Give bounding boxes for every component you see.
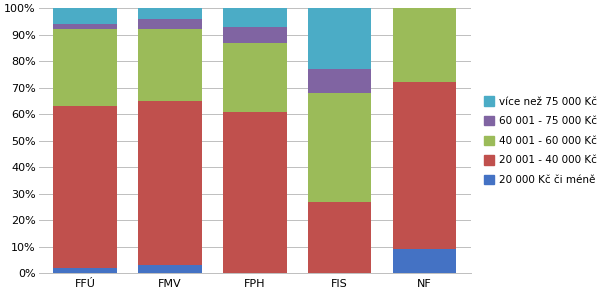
Bar [223,8,287,27]
Bar [308,93,371,202]
Bar [138,265,202,273]
Bar [223,27,287,42]
Bar [308,69,371,93]
Bar [393,8,456,82]
Bar [53,29,117,106]
Bar [223,112,287,273]
Legend: více než 75 000 Kč, 60 001 - 75 000 Kč, 40 001 - 60 000 Kč, 20 001 - 40 000 Kč, : více než 75 000 Kč, 60 001 - 75 000 Kč, … [480,93,601,188]
Bar [138,19,202,29]
Bar [393,249,456,273]
Bar [223,42,287,112]
Bar [308,8,371,69]
Bar [53,8,117,24]
Bar [308,202,371,273]
Bar [138,101,202,265]
Bar [138,29,202,101]
Bar [393,82,456,249]
Bar [53,268,117,273]
Bar [138,8,202,19]
Bar [53,24,117,29]
Bar [53,106,117,268]
